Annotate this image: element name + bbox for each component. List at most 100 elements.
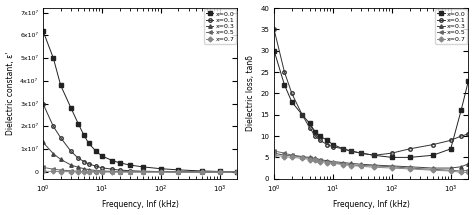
x=0.3 (371, 164, 377, 166)
x=0.7 (271, 154, 277, 157)
x=0.3 (458, 166, 464, 168)
x=0.0 (324, 139, 330, 142)
Line: x=0.1: x=0.1 (41, 102, 239, 174)
x=0.7 (307, 158, 312, 161)
x=0.3 (235, 171, 240, 173)
x=0.0 (465, 79, 471, 82)
x=0.5 (307, 157, 312, 160)
x=0.0 (158, 167, 164, 170)
x=0.7 (289, 156, 295, 159)
x=0.0 (307, 122, 312, 124)
x=0.0 (371, 154, 377, 157)
x=0.7 (158, 171, 164, 173)
x=0.5 (389, 166, 395, 168)
x=0.3 (340, 161, 346, 164)
x=0.7 (51, 170, 56, 173)
x=0.3 (324, 160, 330, 162)
x=0.0 (217, 170, 222, 173)
x=0.7 (68, 170, 74, 173)
x=0.5 (317, 159, 323, 162)
x=0.3 (307, 156, 312, 159)
x=0.7 (340, 163, 346, 166)
Y-axis label: Dielectric constant, ε': Dielectric constant, ε' (6, 52, 15, 135)
x=0.1 (358, 152, 364, 154)
x=0.5 (430, 168, 436, 171)
x=0.1 (330, 145, 336, 148)
x=0.1 (300, 114, 305, 116)
x=0.5 (58, 169, 64, 171)
x=0.7 (175, 171, 181, 173)
x=0.7 (348, 164, 354, 167)
x=0.3 (93, 169, 99, 172)
x=0.1 (93, 165, 99, 167)
x=0.1 (117, 169, 122, 171)
x=0.5 (127, 170, 133, 173)
x=0.1 (282, 71, 287, 73)
x=0.5 (86, 170, 91, 173)
x=0.0 (75, 123, 81, 125)
x=0.7 (317, 160, 323, 163)
x=0.7 (81, 170, 87, 173)
x=0.7 (40, 170, 46, 172)
x=0.1 (99, 166, 105, 169)
X-axis label: Frequency, lnf (kHz): Frequency, lnf (kHz) (102, 200, 179, 209)
x=0.0 (117, 161, 122, 164)
x=0.3 (40, 141, 46, 144)
x=0.7 (86, 170, 91, 173)
x=0.0 (282, 84, 287, 86)
x=0.7 (448, 170, 454, 172)
x=0.1 (140, 170, 146, 172)
x=0.7 (330, 162, 336, 165)
x=0.5 (158, 170, 164, 173)
x=0.3 (117, 170, 122, 173)
x=0.3 (389, 165, 395, 167)
x=0.5 (289, 154, 295, 157)
x=0.0 (99, 155, 105, 157)
x=0.1 (175, 170, 181, 173)
x=0.3 (58, 158, 64, 161)
x=0.5 (348, 163, 354, 166)
x=0.5 (448, 169, 454, 172)
x=0.1 (68, 150, 74, 153)
x=0.5 (465, 169, 471, 172)
x=0.0 (289, 101, 295, 103)
X-axis label: Frequency, lnf (kHz): Frequency, lnf (kHz) (333, 200, 410, 209)
Y-axis label: Dielectric loss, tanδ: Dielectric loss, tanδ (246, 55, 255, 131)
x=0.7 (371, 166, 377, 169)
x=0.7 (389, 167, 395, 169)
Legend: x=0.0, x=0.1, x=0.3, x=0.5, x=0.7: x=0.0, x=0.1, x=0.3, x=0.5, x=0.7 (435, 9, 467, 44)
x=0.0 (235, 170, 240, 173)
x=0.3 (86, 168, 91, 171)
x=0.3 (282, 154, 287, 157)
x=0.1 (348, 150, 354, 152)
x=0.7 (324, 161, 330, 164)
x=0.0 (271, 49, 277, 52)
Line: x=0.3: x=0.3 (273, 151, 470, 170)
x=0.0 (358, 152, 364, 154)
Legend: x=0.0, x=0.1, x=0.3, x=0.5, x=0.7: x=0.0, x=0.1, x=0.3, x=0.5, x=0.7 (204, 9, 236, 44)
Line: x=0.1: x=0.1 (273, 28, 470, 157)
x=0.3 (140, 170, 146, 173)
x=0.5 (407, 167, 412, 169)
x=0.7 (458, 171, 464, 174)
x=0.3 (217, 171, 222, 173)
x=0.5 (217, 171, 222, 173)
x=0.1 (448, 139, 454, 142)
Line: x=0.7: x=0.7 (273, 154, 470, 174)
x=0.5 (117, 170, 122, 173)
x=0.5 (300, 156, 305, 159)
x=0.7 (93, 170, 99, 173)
x=0.5 (324, 160, 330, 163)
x=0.7 (127, 170, 133, 173)
x=0.3 (99, 170, 105, 172)
x=0.3 (330, 160, 336, 163)
x=0.0 (68, 107, 74, 109)
x=0.3 (51, 152, 56, 155)
x=0.0 (407, 156, 412, 159)
x=0.1 (458, 135, 464, 137)
x=0.1 (51, 125, 56, 128)
x=0.5 (282, 152, 287, 154)
x=0.7 (75, 170, 81, 173)
x=0.1 (324, 143, 330, 146)
x=0.1 (235, 170, 240, 173)
